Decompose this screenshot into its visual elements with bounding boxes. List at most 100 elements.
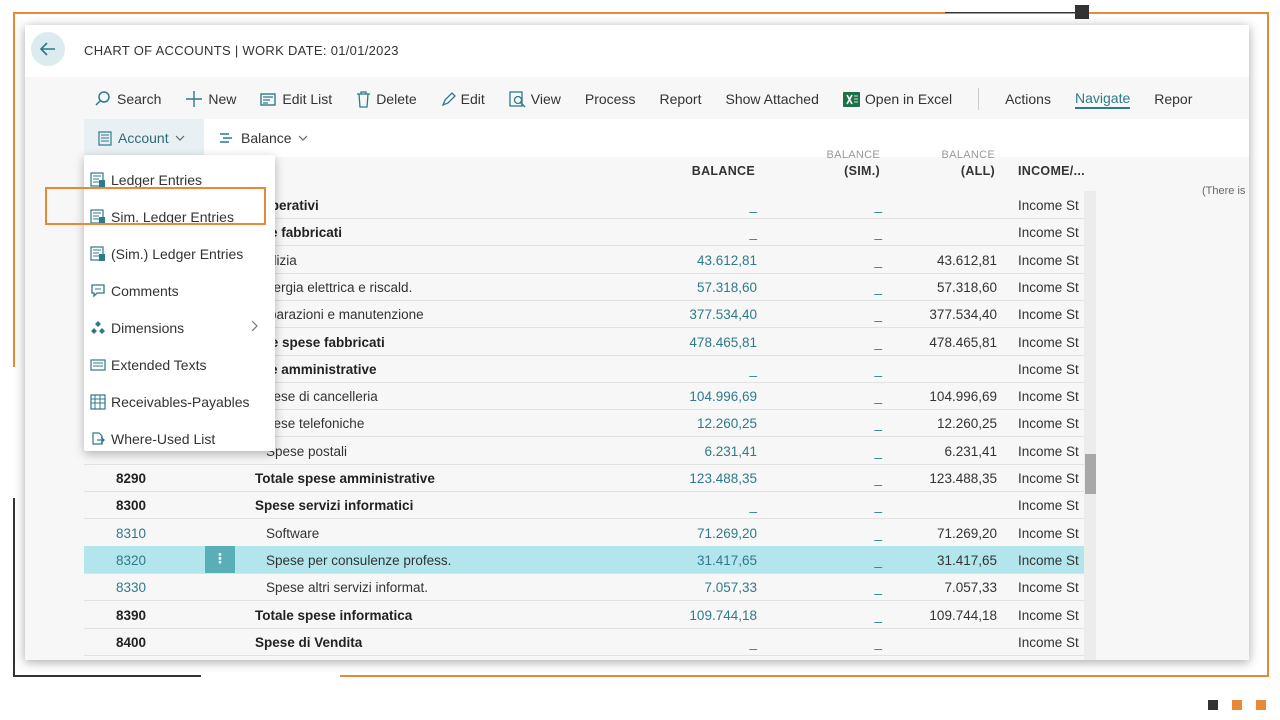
balance-value[interactable]: 123.488,35 <box>689 471 757 486</box>
column-header-balance-all[interactable]: BALANCE (ALL) <box>895 147 995 179</box>
menu-item-extended-texts[interactable]: Extended Texts <box>84 346 275 383</box>
back-button[interactable] <box>31 32 65 66</box>
balance-sim-value[interactable]: _ <box>874 334 882 350</box>
menu-item-receivables-payables[interactable]: Receivables-Payables <box>84 383 275 420</box>
menu-item-sim-ledger-entries[interactable]: (Sim.) Ledger Entries <box>84 235 275 272</box>
balance-value[interactable]: 377.534,40 <box>689 307 757 323</box>
table-row[interactable]: Spese postali 6.231,41 _ 6.231,41 Income St <box>84 437 1084 465</box>
table-row[interactable]: 8290 Totale spese amministrative 123.488,3… <box>84 464 1084 492</box>
table-row[interactable]: tale spese fabbricati 478.465,81 _ 478.465,… <box>84 328 1084 356</box>
account-number[interactable]: 8390 <box>116 607 147 623</box>
process-menu[interactable]: Process <box>585 91 636 107</box>
account-name: Totale spese amministrative <box>255 471 435 486</box>
account-number[interactable]: 8330 <box>116 580 147 596</box>
balance-sim-value[interactable]: _ <box>874 361 882 377</box>
balance-sim-value[interactable]: _ <box>874 634 882 650</box>
table-row[interactable]: nergia elettrica e riscald. 57.318,60 _ 57.… <box>84 273 1084 301</box>
new-button[interactable]: New <box>185 90 236 108</box>
balance-sim-value[interactable]: _ <box>874 307 882 323</box>
highlight-frame <box>45 187 266 225</box>
balance-value[interactable]: _ <box>749 225 757 241</box>
app-window: CHART OF ACCOUNTS | WORK DATE: 01/01/202… <box>25 25 1249 660</box>
search-button[interactable]: Search <box>94 90 161 108</box>
balance-sim-value[interactable]: _ <box>874 279 882 295</box>
balance-value[interactable]: 71.269,20 <box>696 525 757 541</box>
table-row[interactable]: iparazioni e manutenzione 377.534,40 _ 377.… <box>84 300 1084 329</box>
table-row[interactable]: 8320 ⋮ Spese per consulenze profess. 31.417… <box>84 545 1084 574</box>
balance-value[interactable]: _ <box>749 198 757 213</box>
balance-sim-value[interactable]: _ <box>874 471 882 486</box>
table-row[interactable]: 8300 Spese servizi informatici _ _ Income St <box>84 491 1084 520</box>
menu-item-dimensions[interactable]: Dimensions <box>84 309 275 346</box>
edit-button[interactable]: Edit <box>441 91 485 107</box>
balance-sim-value[interactable]: _ <box>874 580 882 596</box>
table-row[interactable]: pese telefoniche 12.260,25 _ 12.260,25 Incom… <box>84 409 1084 438</box>
menu-item-comments[interactable]: Comments <box>84 272 275 309</box>
account-number[interactable]: 8300 <box>116 498 147 514</box>
balance-value[interactable]: _ <box>749 361 757 377</box>
table-row[interactable]: 8390 Totale spese informatica 109.744,18 _ 1… <box>84 601 1084 629</box>
delete-button[interactable]: Delete <box>356 90 417 108</box>
menu-item-sim-ledger-entries[interactable]: Sim. Ledger Entries <box>84 198 275 235</box>
account-number[interactable]: 8400 <box>116 634 147 650</box>
view-button[interactable]: View <box>509 90 561 108</box>
balance-sim-value[interactable]: _ <box>874 252 882 268</box>
balance-value[interactable]: 6.231,41 <box>704 443 757 459</box>
table-row[interactable]: ese amministrative _ _ Income St <box>84 355 1084 383</box>
balance-sim-value[interactable]: _ <box>874 525 882 541</box>
balance-sim-value[interactable]: _ <box>874 607 882 623</box>
balance-sim-value[interactable]: _ <box>874 416 882 432</box>
balance-all-value: 31.417,65 <box>936 552 997 568</box>
balance-sim-value[interactable]: _ <box>874 198 882 213</box>
table-row[interactable]: ese fabbricati _ _ Income St <box>84 218 1084 247</box>
navigate-menu[interactable]: Navigate <box>1074 90 1131 109</box>
table-row[interactable]: pese di cancelleria 104.996,69 _ 104.996,69… <box>84 382 1084 411</box>
table-row[interactable]: 8310 Software 71.269,20 _ 71.269,20 Income St <box>84 519 1084 547</box>
income-balance-value: Income St <box>1018 198 1079 213</box>
edit-list-button[interactable]: Edit List <box>260 91 332 107</box>
report-tab-truncated[interactable]: Repor <box>1154 91 1192 107</box>
balance-sim-value[interactable]: _ <box>874 443 882 459</box>
account-menu-button[interactable]: Account <box>84 119 204 157</box>
show-attached-button[interactable]: Show Attached <box>725 91 818 107</box>
balance-value[interactable]: 104.996,69 <box>689 389 757 405</box>
vertical-scrollbar[interactable] <box>1084 191 1096 660</box>
balance-value[interactable]: 109.744,18 <box>689 607 757 623</box>
column-header-income[interactable]: INCOME/... <box>1018 164 1085 178</box>
account-label: Account <box>118 130 169 146</box>
balance-value[interactable]: 7.057,33 <box>704 580 757 596</box>
menu-item-ledger-entries[interactable]: Ledger Entries <box>84 161 275 198</box>
comment-icon <box>91 283 105 298</box>
balance-value[interactable]: 57.318,60 <box>696 279 757 295</box>
balance-value[interactable]: _ <box>749 634 757 650</box>
balance-value[interactable]: 43.612,81 <box>696 252 757 268</box>
open-in-excel-button[interactable]: Open in Excel <box>842 91 952 108</box>
account-number[interactable]: 8310 <box>116 525 147 541</box>
balance-sim-value[interactable]: _ <box>874 225 882 241</box>
balance-sim-value[interactable]: _ <box>874 552 882 568</box>
menu-item-where-used-list[interactable]: Where-Used List <box>84 420 275 457</box>
balance-sim-value[interactable]: _ <box>874 389 882 405</box>
row-actions-button[interactable]: ⋮ <box>205 545 235 573</box>
balance-menu-button[interactable]: Balance <box>219 119 314 157</box>
scrollbar-thumb[interactable] <box>1085 454 1096 494</box>
view-icon <box>509 90 526 107</box>
column-header-balance-sim[interactable]: BALANCE (SIM.) <box>780 147 880 179</box>
income-balance-value: Income St <box>1018 471 1079 486</box>
actions-menu[interactable]: Actions <box>1005 91 1051 107</box>
column-header-balance[interactable]: BALANCE <box>691 164 755 178</box>
search-icon <box>95 91 110 106</box>
balance-value[interactable]: _ <box>749 498 757 514</box>
table-row[interactable]: 8330 Spese altri servizi informat. 7.057,3… <box>84 573 1084 602</box>
new-label: New <box>208 91 237 107</box>
balance-sim-value[interactable]: _ <box>874 498 882 514</box>
sim-ledger-entries-icon <box>90 208 105 224</box>
balance-value[interactable]: 31.417,65 <box>696 552 757 568</box>
column-header-balance-sim-bottom: (SIM.) <box>844 164 880 178</box>
account-number[interactable]: 8290 <box>116 471 147 486</box>
account-number[interactable]: 8320 <box>116 552 147 568</box>
report-menu[interactable]: Report <box>659 91 701 107</box>
balance-value[interactable]: 478.465,81 <box>689 334 757 350</box>
balance-value[interactable]: 12.260,25 <box>696 416 757 432</box>
table-row[interactable]: 8400 Spese di Vendita _ _ Income St <box>84 628 1084 656</box>
